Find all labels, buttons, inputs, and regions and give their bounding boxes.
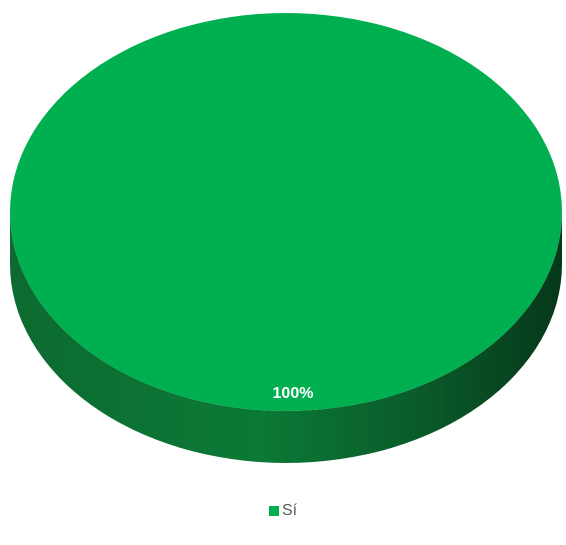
pie-slice-side-si — [10, 212, 562, 463]
data-label-0: 100% — [273, 385, 314, 402]
pie-slice-0 — [10, 13, 562, 411]
chart-legend: Sí — [0, 502, 566, 520]
legend-swatch-si — [268, 506, 279, 516]
legend-label-si: Sí — [281, 502, 298, 519]
